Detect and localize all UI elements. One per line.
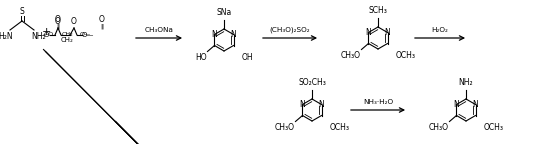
Text: SCH₃: SCH₃ bbox=[368, 6, 387, 15]
Text: CH₃O: CH₃O bbox=[274, 123, 295, 131]
Text: OCH₃: OCH₃ bbox=[484, 123, 504, 131]
Text: CH₃ONa: CH₃ONa bbox=[145, 27, 173, 33]
Text: SO₂CH₃: SO₂CH₃ bbox=[298, 78, 326, 87]
Text: OCH₃: OCH₃ bbox=[330, 123, 350, 131]
Text: H₂O₂: H₂O₂ bbox=[432, 27, 448, 33]
Text: N: N bbox=[212, 30, 217, 39]
Text: O: O bbox=[99, 16, 105, 24]
Text: N: N bbox=[454, 100, 459, 109]
Text: —O: —O bbox=[38, 32, 50, 38]
Text: +: + bbox=[42, 27, 50, 37]
Text: N: N bbox=[473, 100, 479, 109]
Text: N: N bbox=[384, 28, 391, 37]
Text: N: N bbox=[300, 100, 305, 109]
Text: SNa: SNa bbox=[217, 8, 232, 17]
Text: O—: O— bbox=[82, 32, 94, 38]
Text: N: N bbox=[366, 28, 371, 37]
Text: (CH₃O)₂SO₂: (CH₃O)₂SO₂ bbox=[270, 27, 310, 33]
Text: CH₃O: CH₃O bbox=[341, 51, 361, 59]
Text: N: N bbox=[230, 30, 237, 39]
Text: CH₃O: CH₃O bbox=[428, 123, 449, 131]
Text: NH₃·H₂O: NH₃·H₂O bbox=[363, 99, 393, 105]
Text: ‖: ‖ bbox=[100, 23, 104, 29]
Text: CH₂: CH₂ bbox=[61, 32, 73, 36]
Text: NH₂: NH₂ bbox=[459, 78, 473, 87]
Text: ‖: ‖ bbox=[57, 23, 60, 29]
Text: O: O bbox=[71, 18, 77, 26]
Text: —O: —O bbox=[43, 32, 54, 36]
Text: H₂N: H₂N bbox=[0, 32, 13, 41]
Text: O: O bbox=[55, 16, 61, 24]
Text: HO: HO bbox=[195, 53, 207, 61]
Text: O: O bbox=[55, 18, 61, 26]
Text: CH₂: CH₂ bbox=[60, 37, 74, 43]
Text: OCH₃: OCH₃ bbox=[396, 51, 416, 59]
Text: OH: OH bbox=[242, 53, 253, 61]
Text: S: S bbox=[19, 7, 24, 17]
Text: N: N bbox=[319, 100, 325, 109]
Text: NH₂: NH₂ bbox=[32, 32, 47, 41]
Text: O—: O— bbox=[80, 32, 91, 36]
